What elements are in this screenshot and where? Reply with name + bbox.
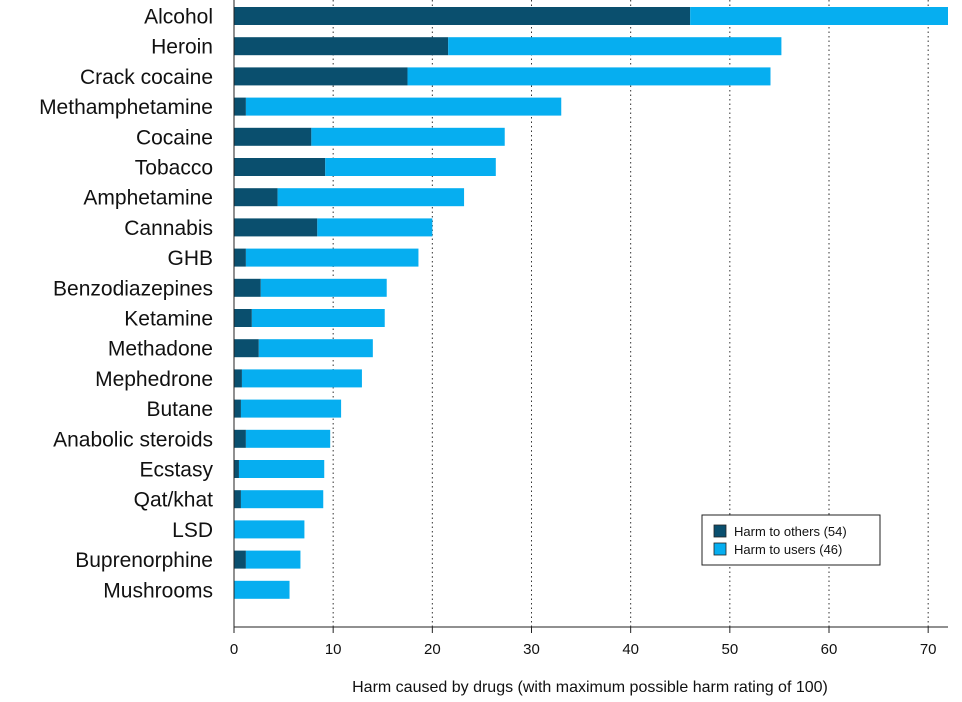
category-label: Mushrooms	[103, 579, 213, 602]
bar-harm-to-users	[245, 97, 562, 116]
bar-harm-to-others	[234, 399, 241, 418]
x-tick-label: 60	[821, 641, 838, 658]
bar-harm-to-others	[234, 490, 241, 509]
legend-swatch	[713, 524, 727, 538]
category-label: Ecstasy	[139, 459, 213, 482]
bar-harm-to-users	[258, 339, 373, 358]
category-label: LSD	[172, 519, 213, 542]
bar-harm-to-users	[245, 248, 419, 267]
category-label: Cocaine	[136, 126, 213, 149]
bar-harm-to-users	[245, 429, 331, 448]
legend-box	[701, 514, 881, 566]
legend-label: Harm to users (46)	[734, 542, 842, 557]
bar-harm-to-others	[234, 460, 239, 478]
bar-harm-to-users	[311, 127, 505, 146]
category-label: Anabolic steroids	[53, 428, 213, 451]
bar-harm-to-users	[251, 309, 385, 327]
bar-harm-to-users	[241, 369, 362, 388]
x-axis: 0 10 20 30 40 50 60 70	[230, 0, 948, 658]
category-label: Qat/khat	[134, 489, 214, 512]
bar-harm-to-users	[448, 37, 782, 56]
bar-harm-to-others	[234, 550, 246, 569]
x-tick-label: 30	[523, 641, 540, 658]
bar-harm-to-others	[234, 127, 312, 146]
bar-harm-to-users	[240, 490, 324, 509]
x-tick-label: 0	[230, 641, 238, 658]
bar-harm-to-others	[234, 158, 326, 176]
bar-harm-to-users	[317, 218, 433, 237]
x-tick-label: 40	[622, 641, 639, 658]
category-label: Benzodiazepines	[53, 277, 213, 300]
legend: Harm to others (54) Harm to users (46)	[701, 514, 881, 566]
x-tick-label: 20	[424, 641, 441, 658]
category-label: Buprenorphine	[75, 549, 213, 572]
bar-harm-to-others	[234, 7, 691, 25]
category-label: Ketamine	[124, 308, 213, 331]
bar-harm-to-users	[260, 278, 387, 297]
bar-harm-to-users	[234, 520, 305, 539]
bar-harm-to-users	[238, 460, 325, 478]
x-tick-label: 70	[920, 641, 937, 658]
bar-harm-to-others	[234, 369, 242, 388]
category-label: Cannabis	[124, 217, 213, 240]
bar-harm-to-users	[277, 188, 465, 207]
x-axis-title: Harm caused by drugs (with maximum possi…	[352, 679, 828, 696]
bar-harm-to-others	[234, 339, 259, 358]
bar-harm-to-others	[234, 218, 318, 237]
bar-harm-to-others	[234, 429, 246, 448]
bar-harm-to-users	[240, 399, 342, 418]
category-labels: Alcohol Heroin Crack cocaine Methamphetamin…	[39, 6, 213, 603]
legend-swatch	[713, 542, 727, 556]
x-tick-label: 10	[325, 641, 342, 658]
bar-harm-to-others	[234, 309, 252, 327]
category-label: Methamphetamine	[39, 96, 213, 119]
bar-harm-to-users	[325, 158, 496, 176]
bars-layer	[234, 7, 948, 599]
bar-harm-to-others	[234, 188, 278, 207]
bar-harm-to-others	[234, 248, 246, 267]
bar-harm-to-others	[234, 278, 261, 297]
category-label: Amphetamine	[83, 187, 213, 210]
category-label: Mephedrone	[95, 368, 213, 391]
bar-harm-to-others	[234, 37, 449, 56]
category-label: Methadone	[108, 338, 213, 361]
category-label: Crack cocaine	[80, 66, 213, 89]
bar-harm-to-others	[234, 97, 246, 116]
x-tick-label: 50	[721, 641, 738, 658]
bar-harm-to-users	[234, 580, 290, 599]
bar-harm-to-users	[245, 550, 301, 569]
category-label: Heroin	[151, 36, 213, 59]
bar-harm-to-users	[407, 67, 771, 86]
category-label: Butane	[146, 398, 213, 421]
category-label: GHB	[167, 247, 213, 270]
category-label: Tobacco	[135, 157, 213, 180]
category-label: Alcohol	[144, 6, 213, 29]
bar-harm-to-others	[234, 67, 408, 86]
bar-harm-to-users	[690, 7, 948, 25]
legend-label: Harm to others (54)	[734, 524, 847, 539]
